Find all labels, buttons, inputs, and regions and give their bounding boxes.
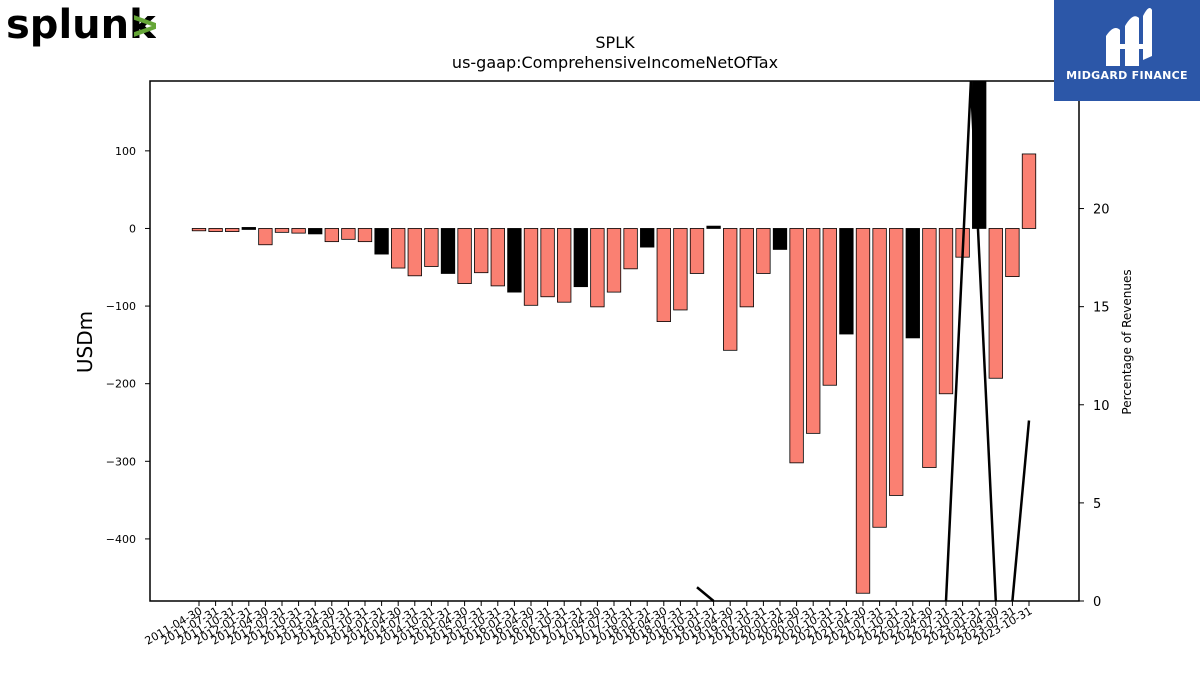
splunk-logo: splunk > (6, 2, 162, 52)
bar-2022-01-31 (905, 228, 920, 339)
y2-tick-label: 15 (1093, 301, 1110, 316)
y-tick-label: −100 (106, 300, 136, 313)
y-tick-label: −200 (106, 378, 136, 391)
bar-2011-04-30 (191, 228, 207, 232)
bar-2012-01-31 (241, 227, 256, 230)
bar-2013-10-31 (357, 228, 373, 243)
bar-2016-10-31 (557, 228, 572, 303)
y2-axis-label: Percentage of Revenues (1120, 269, 1134, 414)
bar-2023-04-30 (988, 228, 1003, 379)
y2-tick-label: 5 (1093, 497, 1101, 512)
bar-2014-10-31 (424, 228, 439, 267)
y2-tick-label: 10 (1093, 399, 1110, 414)
y-axis-label: USDm (73, 311, 97, 373)
bar-2021-07-31 (872, 228, 887, 528)
bar-2019-01-31 (706, 225, 721, 229)
revenue-pct-line-2 (944, 80, 998, 602)
bar-2019-07-31 (739, 228, 754, 308)
revenue-pct-line-3 (1011, 420, 1031, 602)
bar-2020-07-31 (806, 228, 821, 434)
bar-2015-01-31 (440, 228, 456, 274)
bar-2015-04-30 (457, 228, 472, 284)
bar-2018-07-31 (673, 228, 688, 311)
bar-2016-04-30 (523, 228, 539, 306)
bar-2013-07-31 (341, 228, 356, 240)
bar-2017-07-31 (606, 228, 622, 293)
bar-2014-07-31 (407, 228, 422, 277)
bar-2015-10-31 (490, 228, 505, 287)
y2-tick-label: 0 (1093, 595, 1101, 610)
bar-2016-07-31 (540, 228, 555, 298)
bar-2012-04-30 (258, 228, 273, 246)
midgard-emblem-icon (1106, 8, 1152, 66)
bar-2020-01-31 (772, 228, 788, 250)
bar-2017-04-30 (590, 228, 605, 308)
revenue-pct-line-1 (696, 586, 715, 602)
splunk-logo-chevron: > (130, 3, 156, 47)
bar-2018-01-31 (640, 228, 655, 248)
bar-2018-04-30 (656, 228, 671, 322)
bar-2022-04-30 (922, 228, 937, 468)
bar-2023-07-31 (1005, 228, 1020, 277)
splunk-logo-text: splunk (6, 2, 156, 48)
chart-subtitle: us-gaap:ComprehensiveIncomeNetOfTax (452, 53, 778, 72)
bar-2020-10-31 (822, 228, 837, 386)
bars-layer (191, 80, 1037, 594)
bar-2017-01-31 (573, 228, 588, 288)
bar-2021-01-31 (839, 228, 854, 335)
axes-layer: −400−300−200−1000100051015202011-04-3020… (106, 145, 1110, 648)
bar-2016-01-31 (507, 228, 522, 293)
bar-2022-07-31 (938, 228, 954, 395)
y-tick-label: −300 (106, 455, 136, 468)
midgard-logo-text: MIDGARD FINANCE (1066, 69, 1188, 82)
bar-2014-01-31 (374, 228, 389, 255)
midgard-logo: MIDGARD FINANCE (1054, 0, 1200, 101)
bar-2021-04-30 (855, 228, 871, 594)
bar-2023-10-31 (1021, 153, 1037, 229)
chart-title: SPLK (595, 33, 635, 52)
bar-2020-04-30 (789, 228, 804, 464)
y-tick-label: 0 (129, 222, 136, 235)
bar-2015-07-31 (474, 228, 489, 274)
bar-2017-10-31 (623, 228, 638, 270)
bar-2014-04-30 (391, 228, 406, 269)
y-tick-label: −400 (106, 533, 136, 546)
bar-2013-01-31 (308, 228, 323, 235)
bar-2011-10-31 (225, 228, 240, 232)
bar-2012-07-31 (274, 228, 290, 233)
y-tick-label: 100 (115, 145, 136, 158)
bar-2018-10-31 (689, 228, 705, 274)
y2-tick-label: 20 (1093, 203, 1110, 218)
plot-frame (149, 80, 1080, 602)
bar-2019-10-31 (756, 228, 771, 274)
bar-2013-04-30 (324, 228, 339, 243)
bar-2019-04-30 (723, 228, 738, 351)
bar-2012-10-31 (291, 228, 306, 234)
bar-2011-07-31 (208, 228, 223, 232)
bar-2021-10-31 (889, 228, 904, 496)
